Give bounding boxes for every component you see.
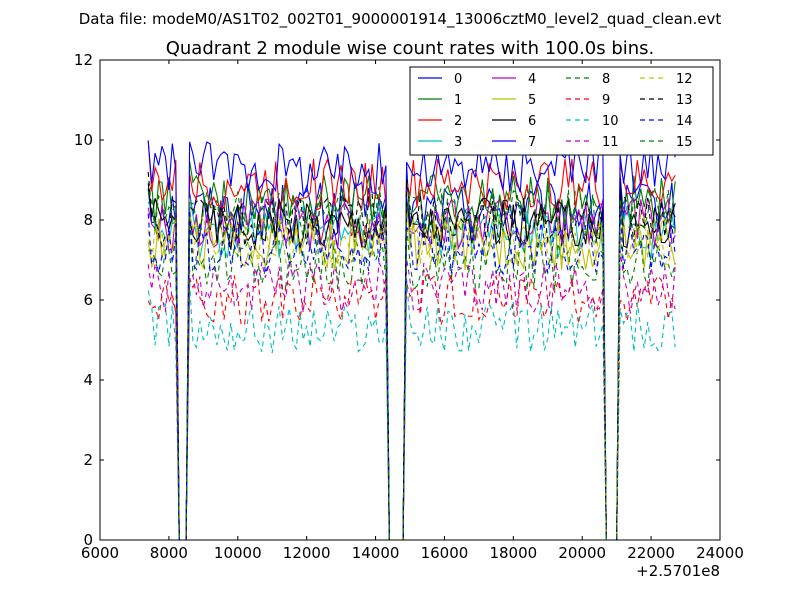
series-line-11	[147, 249, 676, 540]
legend-frame	[409, 66, 714, 156]
legend-label-10: 10	[602, 114, 619, 129]
series-line-7	[147, 141, 676, 540]
x-tick-label: 18000	[489, 544, 537, 562]
legend-label-11: 11	[602, 135, 619, 150]
legend-label-1: 1	[454, 93, 462, 108]
chart-title: Quadrant 2 module wise count rates with …	[166, 38, 655, 59]
series-line-13	[147, 171, 676, 540]
x-tick-label: 20000	[558, 544, 606, 562]
legend-label-13: 13	[676, 93, 693, 108]
x-tick-label: 24000	[696, 544, 744, 562]
series-layer	[147, 140, 676, 540]
y-tick-label: 2	[83, 451, 93, 469]
series-line-9	[147, 273, 676, 540]
legend-label-5: 5	[528, 93, 536, 108]
x-tick-label: 16000	[421, 544, 469, 562]
y-tick-label: 10	[74, 131, 93, 149]
x-tick-label: 8000	[150, 544, 188, 562]
series-line-5	[147, 198, 676, 540]
series-line-3	[147, 192, 676, 540]
x-tick-label: 14000	[352, 544, 400, 562]
series-line-2	[147, 140, 676, 540]
x-tick-label: 22000	[627, 544, 675, 562]
y-tick-label: 4	[83, 371, 93, 389]
x-axis: 6000 8000 10000 12000 14000 16000 18000 20000 22…	[81, 60, 744, 562]
chart-suptitle: Data file: modeM0/AS1T02_002T01_90000019…	[79, 10, 722, 29]
legend-label-9: 9	[602, 93, 610, 108]
legend-label-15: 15	[676, 135, 693, 150]
x-tick-label: 6000	[81, 544, 119, 562]
series-line-12	[147, 198, 676, 540]
legend-label-3: 3	[454, 135, 462, 150]
y-tick-label: 6	[83, 291, 93, 309]
series-line-8	[148, 213, 676, 540]
legend-label-4: 4	[528, 72, 536, 87]
legend-label-8: 8	[602, 72, 610, 87]
series-line-15	[147, 185, 676, 540]
series-line-10	[147, 278, 676, 540]
y-tick-label: 12	[74, 51, 93, 69]
y-tick-label: 8	[83, 211, 93, 229]
legend-label-6: 6	[528, 114, 536, 129]
legend-label-14: 14	[676, 114, 693, 129]
legend-label-12: 12	[676, 72, 693, 87]
legend-label-0: 0	[454, 72, 462, 87]
y-tick-label: 0	[83, 531, 93, 549]
x-offset-label: +2.5701e8	[636, 562, 720, 580]
x-tick-label: 10000	[214, 544, 262, 562]
legend-label-7: 7	[528, 135, 536, 150]
series-line-4	[147, 197, 676, 540]
x-tick-label: 12000	[283, 544, 331, 562]
series-line-14	[147, 203, 676, 540]
legend-label-2: 2	[454, 114, 462, 129]
